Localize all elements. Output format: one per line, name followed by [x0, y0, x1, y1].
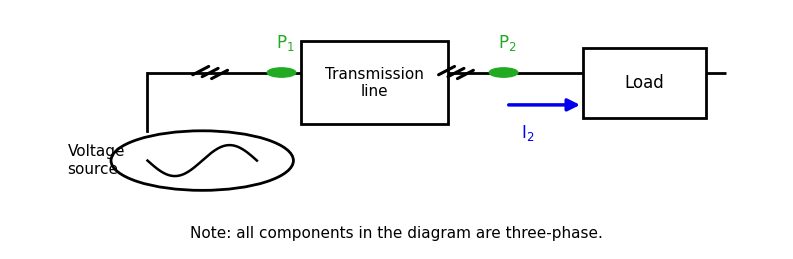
Circle shape [489, 68, 518, 77]
Text: $\mathsf{I_2}$: $\mathsf{I_2}$ [521, 123, 534, 143]
Text: Voltage
source: Voltage source [67, 144, 125, 177]
Text: Note: all components in the diagram are three-phase.: Note: all components in the diagram are … [190, 226, 603, 241]
Circle shape [111, 131, 293, 190]
Circle shape [267, 68, 296, 77]
Text: Load: Load [624, 74, 665, 92]
Text: $\mathsf{P_1}$: $\mathsf{P_1}$ [276, 33, 295, 53]
Bar [301, 41, 448, 124]
Text: $\mathsf{P_2}$: $\mathsf{P_2}$ [498, 33, 517, 53]
Text: Transmission
line: Transmission line [325, 67, 424, 99]
Bar [583, 48, 706, 118]
